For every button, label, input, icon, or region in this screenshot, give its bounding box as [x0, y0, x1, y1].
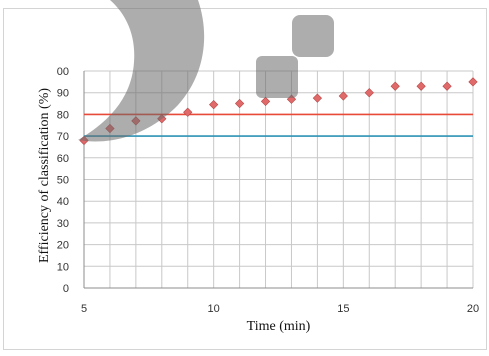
data-point: [131, 116, 141, 126]
x-tick-label: 5: [81, 303, 87, 315]
data-point: [442, 81, 452, 91]
data-point: [286, 94, 297, 104]
x-tick-label: 20: [467, 303, 479, 315]
y-tick-label: 0: [63, 283, 69, 295]
y-tick-label: 20: [57, 240, 69, 252]
data-point: [209, 100, 219, 110]
y-tick-label: 30: [57, 218, 69, 230]
data-point: [338, 91, 348, 101]
x-tick-label: 15: [337, 303, 349, 315]
x-axis-title: Time (min): [247, 319, 311, 334]
data-point: [468, 77, 478, 87]
data-point: [390, 81, 400, 91]
y-tick-label: 50: [57, 175, 69, 187]
data-point: [312, 93, 323, 103]
data-point: [260, 96, 271, 107]
y-tick-label: 00: [57, 66, 69, 78]
y-axis-title: Efficiency of classification (%): [37, 88, 52, 263]
reference-lines: [84, 113, 473, 137]
y-tick-label: 40: [57, 196, 69, 208]
y-tick-label: 80: [57, 109, 69, 121]
data-points: [79, 77, 478, 146]
x-tick-label: 10: [208, 303, 220, 315]
grid: [83, 70, 474, 289]
data-point: [234, 98, 245, 109]
y-tick-label: 60: [57, 153, 69, 165]
y-tick-label: 70: [57, 131, 69, 143]
y-tick-label: 90: [57, 88, 69, 100]
data-point: [79, 135, 89, 146]
x-tick-labels: 5 10 15 20: [81, 303, 479, 315]
y-tick-labels: 0 10 20 30 40 50 60 70 80 90 00: [57, 66, 69, 295]
y-tick-label: 10: [57, 261, 69, 273]
data-point: [416, 81, 426, 91]
data-point: [157, 114, 167, 124]
data-point: [105, 123, 115, 134]
data-point: [364, 88, 374, 98]
